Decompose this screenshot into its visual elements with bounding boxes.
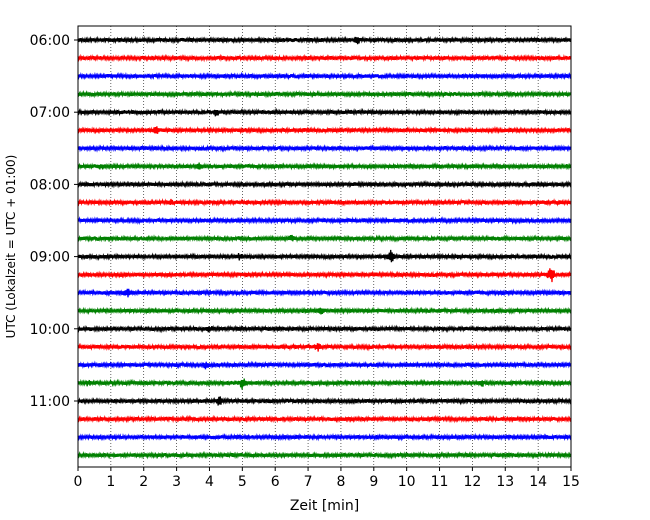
x-tick-label: 15 <box>562 474 580 490</box>
trace-0700 <box>77 107 572 117</box>
trace-0915 <box>77 268 572 283</box>
y-axis-label: UTC (Lokalzeit = UTC + 01:00) <box>4 155 18 339</box>
trace-1000 <box>77 324 572 334</box>
trace-0600 <box>77 35 572 45</box>
y-tick-label: 09:00 <box>30 250 70 266</box>
trace-1130 <box>77 432 572 442</box>
trace-1015 <box>77 342 572 352</box>
trace-0630 <box>77 71 572 81</box>
trace-1115 <box>77 414 572 424</box>
trace-0715 <box>77 125 572 135</box>
x-tick-label: 7 <box>304 474 313 490</box>
y-tick-label: 10:00 <box>30 322 70 338</box>
trace-0745 <box>77 161 572 171</box>
y-tick-label: 07:00 <box>30 105 70 121</box>
trace-0830 <box>77 216 572 225</box>
trace-0930 <box>77 288 572 298</box>
y-axis-ticks: 06:00 07:00 08:00 09:00 10:00 11:00 <box>30 33 78 410</box>
trace-0730 <box>77 144 572 153</box>
x-tick-label: 8 <box>336 474 345 490</box>
x-tick-label: 5 <box>238 474 247 490</box>
x-tick-label: 13 <box>496 474 514 490</box>
trace-0845 <box>77 234 572 243</box>
x-tick-label: 6 <box>271 474 280 490</box>
trace-0615 <box>77 53 572 63</box>
x-tick-label: 10 <box>398 474 416 490</box>
x-tick-label: 1 <box>106 474 115 490</box>
x-tick-label: 9 <box>369 474 378 490</box>
trace-0815 <box>77 197 572 207</box>
x-tick-label: 2 <box>139 474 148 490</box>
trace-1100 <box>77 396 572 406</box>
plot-frame <box>77 25 572 468</box>
trace-0800 <box>77 179 572 189</box>
trace-rows <box>77 35 572 460</box>
y-tick-label: 06:00 <box>30 33 70 49</box>
x-tick-label: 14 <box>529 474 547 490</box>
trace-1045 <box>77 378 572 390</box>
y-tick-label: 11:00 <box>30 394 70 410</box>
x-tick-label: 3 <box>172 474 181 490</box>
x-tick-label: 11 <box>431 474 449 490</box>
x-axis-ticks: 0 1 2 3 4 5 6 7 8 9 10 11 12 13 14 15 <box>74 467 580 490</box>
trace-0900 <box>77 249 572 263</box>
x-tick-label: 12 <box>463 474 481 490</box>
trace-0645 <box>77 89 572 99</box>
trace-1145 <box>77 450 572 460</box>
x-tick-label: 4 <box>205 474 214 490</box>
trace-1030 <box>77 360 572 370</box>
x-tick-label: 0 <box>74 474 83 490</box>
trace-0945 <box>77 306 572 316</box>
x-axis-label: Zeit [min] <box>290 498 359 514</box>
y-tick-label: 08:00 <box>30 177 70 193</box>
